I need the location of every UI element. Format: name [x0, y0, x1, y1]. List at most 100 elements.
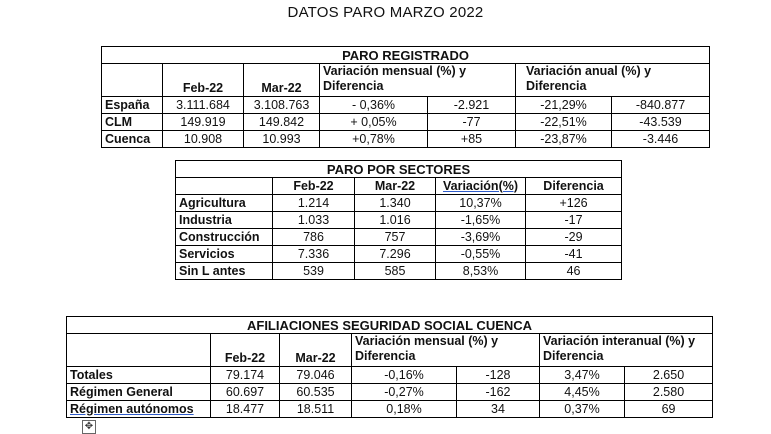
cell-var: -0,55% [435, 245, 526, 263]
cell-va-pct: -22,51% [515, 113, 612, 131]
col-mar: Mar-22 [243, 63, 320, 97]
row-label: Régimen General [66, 383, 211, 401]
cell-feb: 79.174 [210, 366, 280, 384]
cell-vi-pct: 4,45% [539, 383, 625, 401]
table-row: Construcción 786 757 -3,69% -29 [175, 228, 623, 246]
table-move-handle-icon[interactable]: ✥ [82, 420, 96, 434]
paro-sectores-table: PARO POR SECTORES Feb-22 Mar-22 Variació… [174, 160, 623, 280]
paro-registrado-table: PARO REGISTRADO Feb-22 Mar-22 Variación … [100, 46, 711, 148]
cell-vm-dif: 34 [456, 400, 540, 418]
col-feb: Feb-22 [162, 63, 244, 97]
cell-vi-pct: 0,37% [539, 400, 625, 418]
cell-vm-dif: -77 [427, 113, 516, 131]
table-row: Totales 79.174 79.046 -0,16% -128 3,47% … [66, 366, 714, 384]
row-label: Totales [66, 366, 211, 384]
col-var-mensual: Variación mensual (%) y Diferencia [319, 63, 516, 97]
col-mar: Mar-22 [354, 177, 436, 195]
header-blank [175, 177, 273, 195]
cell-vi-dif: 2.650 [623, 366, 714, 384]
col-feb: Feb-22 [210, 333, 280, 367]
cell-feb: 539 [272, 262, 355, 280]
cell-mar: 79.046 [279, 366, 352, 384]
cell-dif: 46 [524, 262, 623, 280]
row-label: CLM [101, 113, 163, 131]
cell-feb: 10.908 [162, 130, 244, 148]
cell-vm-pct: - 0,36% [319, 96, 428, 114]
header-blank [66, 333, 211, 367]
cell-vm-pct: + 0,05% [319, 113, 428, 131]
cell-vm-dif: -2.921 [427, 96, 516, 114]
cell-vm-pct: -0,27% [351, 383, 457, 401]
cell-feb: 149.919 [162, 113, 244, 131]
cell-feb: 60.697 [210, 383, 280, 401]
row-label: Sin L antes [175, 262, 273, 280]
col-var-anual: Variación anual (%) y Diferencia [514, 63, 711, 97]
row-label: Industria [175, 211, 273, 229]
cell-feb: 18.477 [210, 400, 280, 418]
header-blank [101, 63, 163, 97]
row-label: Servicios [175, 245, 273, 263]
col-diferencia: Diferencia [524, 177, 623, 195]
cell-mar: 3.108.763 [243, 96, 320, 114]
table-row: CLM 149.919 149.842 + 0,05% -77 -22,51% … [101, 113, 711, 131]
cell-dif: -41 [524, 245, 623, 263]
cell-va-dif: -840.877 [610, 96, 711, 114]
cell-vi-dif: 69 [623, 400, 714, 418]
row-label: España [101, 96, 163, 114]
table-row: Servicios 7.336 7.296 -0,55% -41 [175, 245, 623, 263]
cell-mar: 10.993 [243, 130, 320, 148]
afiliaciones-heading: AFILIACIONES SEGURIDAD SOCIAL CUENCA [65, 316, 714, 334]
cell-mar: 1.016 [354, 211, 436, 229]
cell-mar: 60.535 [279, 383, 352, 401]
cell-vm-dif: -128 [456, 366, 540, 384]
col-var-mensual: Variación mensual (%) y Diferencia [351, 333, 540, 367]
cell-feb: 7.336 [272, 245, 355, 263]
cell-vm-dif: +85 [427, 130, 516, 148]
col-mar: Mar-22 [279, 333, 352, 367]
cell-var: 10,37% [435, 194, 526, 212]
afiliaciones-table: AFILIACIONES SEGURIDAD SOCIAL CUENCA Feb… [65, 316, 714, 418]
cell-mar: 585 [354, 262, 436, 280]
paro-sectores-heading: PARO POR SECTORES [174, 160, 623, 178]
cell-feb: 3.111.684 [162, 96, 244, 114]
cell-va-pct: -21,29% [515, 96, 612, 114]
cell-va-dif: -3.446 [610, 130, 711, 148]
row-label: Régimen autónomos [66, 400, 211, 418]
page-title: DATOS PARO MARZO 2022 [287, 4, 484, 21]
row-label: Agricultura [175, 194, 273, 212]
col-variacion: Variación(%) [435, 177, 526, 195]
table-row: Régimen General 60.697 60.535 -0,27% -16… [66, 383, 714, 401]
cell-dif: -29 [524, 228, 623, 246]
table-row: Cuenca 10.908 10.993 +0,78% +85 -23,87% … [101, 130, 711, 148]
cell-feb: 1.033 [272, 211, 355, 229]
paro-registrado-heading: PARO REGISTRADO [100, 46, 711, 64]
table-row: Sin L antes 539 585 8,53% 46 [175, 262, 623, 280]
table-row: España 3.111.684 3.108.763 - 0,36% -2.92… [101, 96, 711, 114]
row-label: Cuenca [101, 130, 163, 148]
cell-dif: +126 [524, 194, 623, 212]
cell-var: -3,69% [435, 228, 526, 246]
cell-va-pct: -23,87% [515, 130, 612, 148]
cell-var: 8,53% [435, 262, 526, 280]
table-row: Régimen autónomos 18.477 18.511 0,18% 34… [66, 400, 714, 418]
cell-var: -1,65% [435, 211, 526, 229]
table-row: Industria 1.033 1.016 -1,65% -17 [175, 211, 623, 229]
cell-feb: 1.214 [272, 194, 355, 212]
cell-mar: 18.511 [279, 400, 352, 418]
cell-vm-dif: -162 [456, 383, 540, 401]
cell-feb: 786 [272, 228, 355, 246]
cell-dif: -17 [524, 211, 623, 229]
row-label: Construcción [175, 228, 273, 246]
cell-vm-pct: -0,16% [351, 366, 457, 384]
cell-vm-pct: +0,78% [319, 130, 428, 148]
cell-mar: 149.842 [243, 113, 320, 131]
cell-va-dif: -43.539 [610, 113, 711, 131]
cell-vm-pct: 0,18% [351, 400, 457, 418]
cell-vi-dif: 2.580 [623, 383, 714, 401]
cell-mar: 7.296 [354, 245, 436, 263]
col-var-interanual: Variación interanual (%) y Diferencia [538, 333, 714, 367]
cell-mar: 1.340 [354, 194, 436, 212]
table-row: Agricultura 1.214 1.340 10,37% +126 [175, 194, 623, 212]
col-feb: Feb-22 [272, 177, 355, 195]
cell-mar: 757 [354, 228, 436, 246]
